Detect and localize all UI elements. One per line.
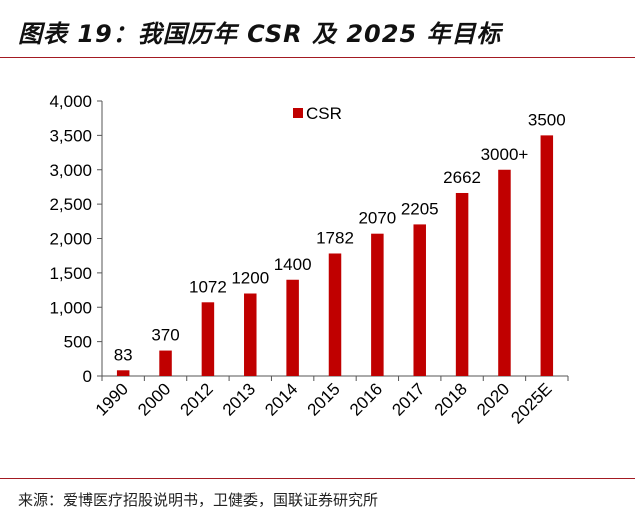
csr-bar-chart: 05001,0001,5002,0002,5003,0003,5004,000 … [49, 92, 569, 428]
bar [455, 192, 469, 376]
x-tick-label: 1990 [92, 379, 132, 419]
legend-swatch-csr [293, 108, 303, 118]
bar [498, 169, 511, 376]
bar-value-label: 1400 [274, 255, 312, 274]
legend-label-csr: CSR [306, 104, 342, 123]
source-note: 来源：爱博医疗招股说明书，卫健委，国联证券研究所 [18, 491, 379, 509]
x-tick-label: 2025E [507, 379, 555, 427]
legend: CSR [293, 104, 342, 123]
bar-value-label: 3500 [528, 110, 566, 129]
y-tick-label: 0 [83, 367, 92, 386]
bar [244, 293, 257, 376]
y-tick-label: 1,500 [49, 264, 92, 283]
title-bar: 图表 19：我国历年 CSR 及 2025 年目标 [0, 0, 635, 58]
bar-value-label: 2662 [443, 168, 481, 187]
x-tick-label: 2015 [304, 379, 344, 419]
bars [116, 135, 554, 376]
bar-value-label: 370 [151, 326, 179, 345]
footer-divider [0, 478, 635, 479]
y-tick-label: 3,000 [49, 161, 92, 180]
bar [286, 279, 299, 376]
y-axis: 0 500 1,000 1,500 2,000 2,500 3,000 3,500 4,000 [49, 92, 103, 386]
y-tick-label: 2,500 [49, 195, 92, 214]
chart-title: 图表 19：我国历年 CSR 及 2025 年目标 [18, 20, 502, 48]
bar-value-label: 2070 [358, 209, 396, 228]
bar-value-label: 3000+ [481, 145, 529, 164]
bar [413, 224, 426, 376]
y-tick-label: 500 [64, 333, 92, 352]
y-tick-label: 1,000 [49, 298, 92, 317]
x-tick-label: 2014 [261, 379, 301, 419]
y-tick-label: 2,000 [49, 230, 92, 249]
bar-value-label: 2205 [401, 199, 439, 218]
x-tick-label: 2016 [346, 379, 386, 419]
x-tick-label: 2018 [431, 379, 471, 419]
bar [371, 233, 384, 376]
bar [116, 370, 130, 376]
bar-value-label: 83 [114, 345, 133, 364]
y-tick-label: 3,500 [49, 126, 92, 145]
bar-value-label: 1200 [231, 269, 269, 288]
bar [328, 253, 342, 376]
y-tick-label: 4,000 [49, 92, 92, 111]
x-tick-label: 2000 [134, 379, 174, 419]
bar [540, 135, 554, 376]
bar-value-label: 1782 [316, 228, 354, 247]
bar-value-label: 1072 [189, 277, 227, 296]
bar [201, 302, 215, 376]
bar [159, 350, 172, 376]
x-axis: 1990 2000 2012 2013 2014 2015 2016 2017 2018 2020… [92, 375, 569, 428]
x-tick-label: 2013 [219, 379, 259, 419]
x-tick-label: 2012 [177, 379, 217, 419]
x-tick-label: 2017 [388, 379, 428, 419]
